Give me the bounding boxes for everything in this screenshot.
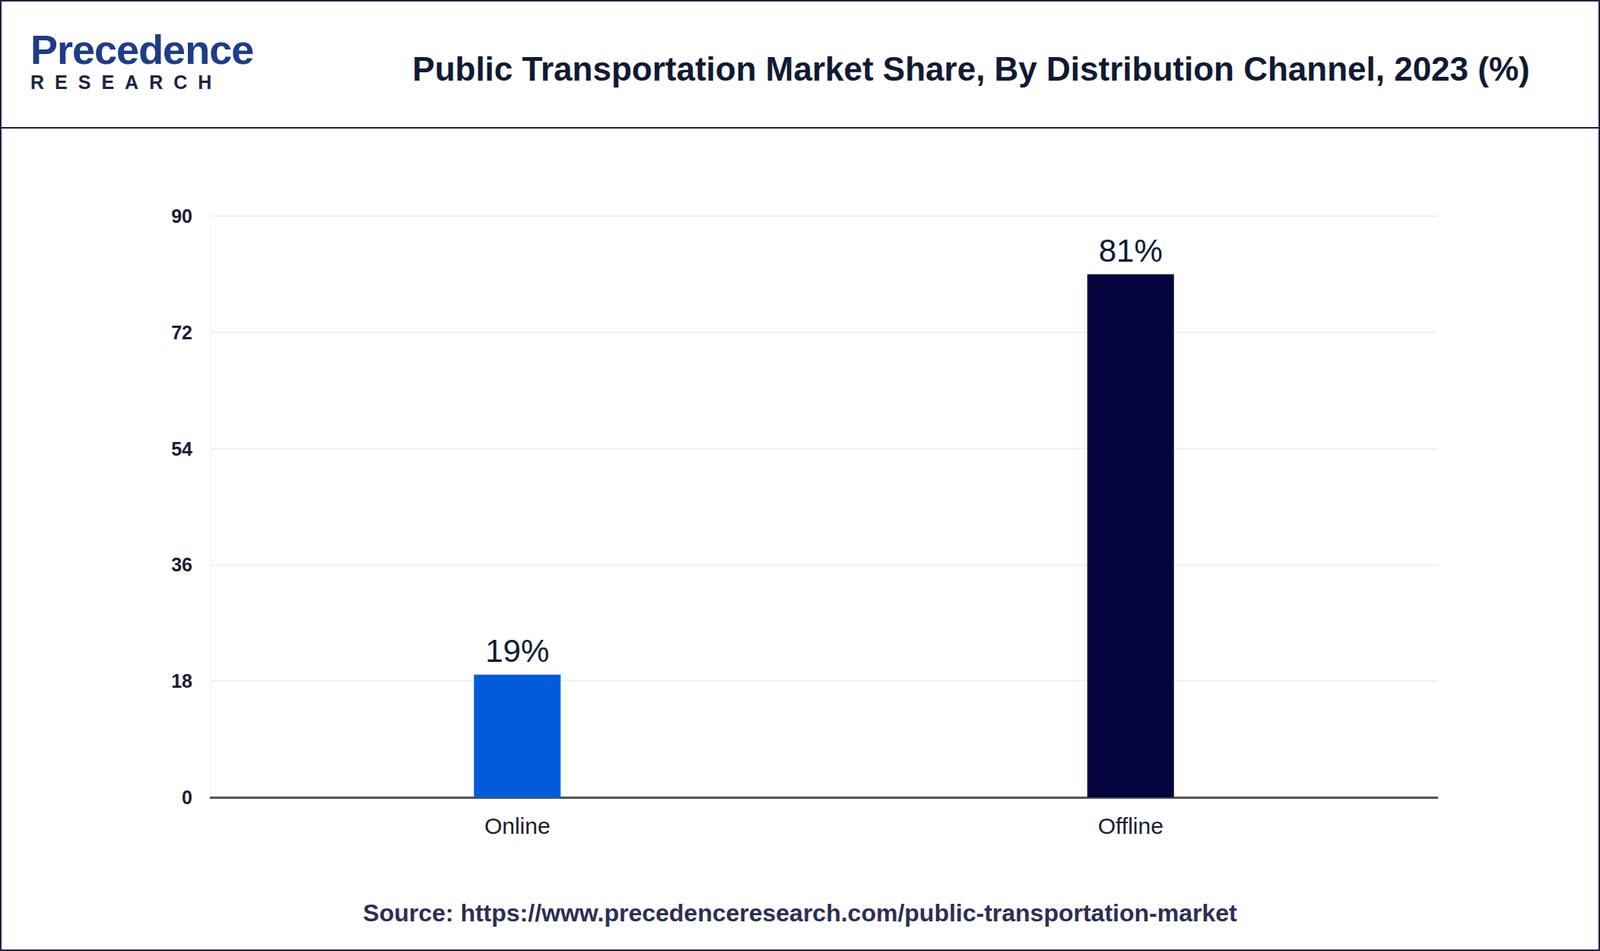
html-text:Precedence: Precedence <box>30 26 254 73</box>
svg-text:Offline: Offline <box>1098 812 1164 839</box>
svg-text:36: 36 <box>171 553 193 575</box>
svg-text:18: 18 <box>171 669 193 692</box>
svg-text:Online: Online <box>484 812 551 839</box>
svg-text:90: 90 <box>171 205 193 227</box>
svg-text:81%: 81% <box>1098 232 1163 269</box>
svg-text:72: 72 <box>171 321 193 343</box>
html-text:Public Transportation Market S: Public Transportation Market Share, By D… <box>412 50 1530 88</box>
html-text:RESEARCH: RESEARCH <box>30 71 223 93</box>
svg-text:54: 54 <box>171 438 193 460</box>
svg-text:19%: 19% <box>485 632 550 669</box>
svg-text:0: 0 <box>181 786 193 808</box>
html-text:Source: https://www.precedence: Source: https://www.precedenceresearch.c… <box>362 898 1238 927</box>
